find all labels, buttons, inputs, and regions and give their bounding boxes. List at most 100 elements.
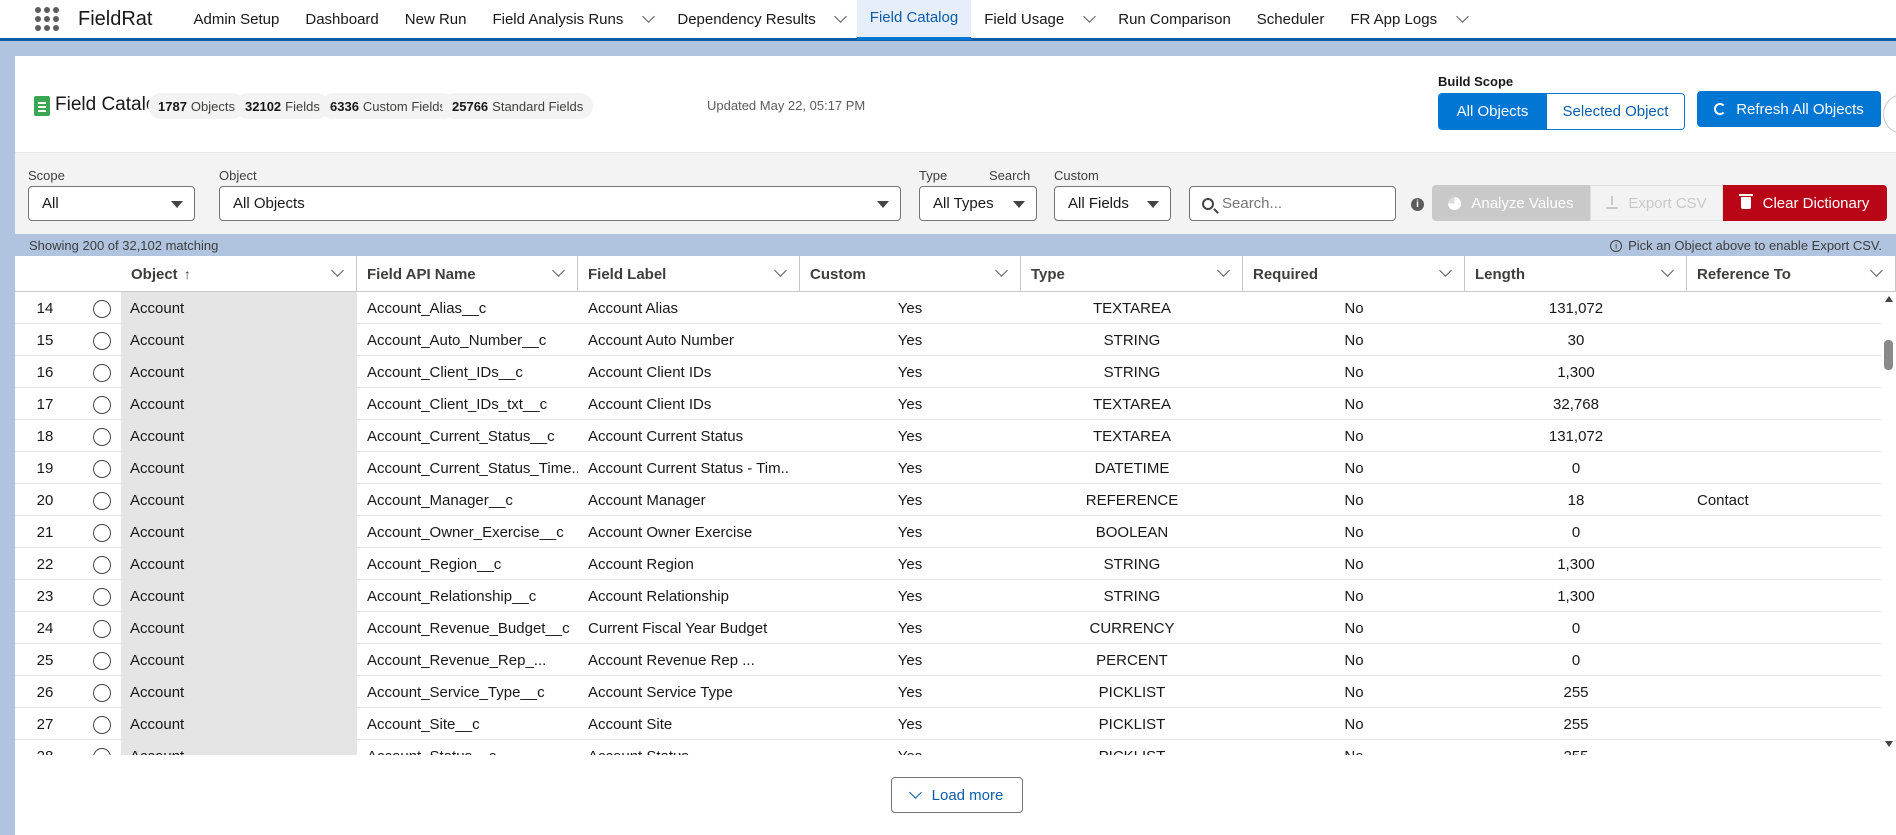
object-select[interactable]: All Objects: [219, 186, 901, 221]
info-icon[interactable]: i: [1411, 198, 1424, 211]
chevron-down-icon[interactable]: [1217, 264, 1230, 277]
cell-obj: Account: [121, 516, 357, 548]
row-select-radio[interactable]: [93, 524, 111, 542]
field-table: Object ↑ Field API Name Field Label Custo…: [15, 256, 1896, 755]
column-header-custom[interactable]: Custom: [800, 256, 1021, 292]
chevron-down-icon[interactable]: [1661, 264, 1674, 277]
chevron-down-icon[interactable]: [331, 264, 344, 277]
row-select-radio[interactable]: [93, 428, 111, 446]
search-input[interactable]: [1222, 195, 1382, 212]
table-row[interactable]: 23 Account Account_Relationship__c Account …: [15, 580, 1881, 612]
column-header-reference-to[interactable]: Reference To: [1687, 256, 1896, 292]
scroll-up-icon[interactable]: [1885, 296, 1893, 302]
cell-req: No: [1344, 395, 1364, 413]
cell-api: Account_Client_IDs__c: [367, 363, 523, 381]
cell-num: 27: [36, 715, 54, 733]
nav-item-field-analysis-runs[interactable]: Field Analysis Runs: [492, 10, 624, 28]
row-select-radio[interactable]: [93, 620, 111, 638]
custom-select[interactable]: All Fields: [1054, 186, 1171, 221]
table-row[interactable]: 26 Account Account_Service_Type__c Account …: [15, 676, 1881, 708]
row-select-radio[interactable]: [93, 588, 111, 606]
app-launcher-icon[interactable]: [35, 7, 59, 31]
cell-len: 32,768: [1553, 395, 1599, 413]
table-row[interactable]: 24 Account Account_Revenue_Budget__c Curren…: [15, 612, 1881, 644]
cell-req: No: [1243, 740, 1465, 756]
panel-toggle-handle[interactable]: [1883, 94, 1896, 134]
column-header-required[interactable]: Required: [1243, 256, 1465, 292]
scope-select[interactable]: All: [28, 186, 195, 221]
table-row[interactable]: 21 Account Account_Owner_Exercise__c Accoun…: [15, 516, 1881, 548]
cell-typ: DATETIME: [1094, 459, 1170, 477]
cell-req: No: [1344, 459, 1364, 477]
analyze-values-button[interactable]: Analyze Values: [1432, 185, 1590, 221]
table-row[interactable]: 20 Account Account_Manager__c Account Manag…: [15, 484, 1881, 516]
nav-item-fr-app-logs[interactable]: FR App Logs: [1350, 10, 1438, 28]
build-scope-toggle: All Objects Selected Object: [1438, 93, 1685, 130]
column-header-field-api-name[interactable]: Field API Name: [357, 256, 578, 292]
nav-item-run-comparison[interactable]: Run Comparison: [1118, 10, 1231, 28]
nav-item-field-usage[interactable]: Field Usage: [984, 10, 1065, 28]
row-select-radio[interactable]: [93, 556, 111, 574]
nav-item-dependency-results[interactable]: Dependency Results: [677, 10, 816, 28]
table-row[interactable]: 16 Account Account_Client_IDs__c Account Cl…: [15, 356, 1881, 388]
row-select-radio[interactable]: [93, 460, 111, 478]
nav-item-dashboard[interactable]: Dashboard: [305, 10, 379, 28]
row-select-radio[interactable]: [93, 652, 111, 670]
row-select-radio[interactable]: [93, 364, 111, 382]
export-csv-button[interactable]: Export CSV: [1590, 185, 1723, 221]
nav-dropdown-chevron-icon[interactable]: [636, 0, 660, 38]
column-header-length[interactable]: Length: [1465, 256, 1687, 292]
table-row[interactable]: 15 Account Account_Auto_Number__c Account A…: [15, 324, 1881, 356]
chevron-down-icon[interactable]: [995, 264, 1008, 277]
nav-item-field-catalog[interactable]: Field Catalog: [856, 0, 972, 40]
nav-item-admin-setup[interactable]: Admin Setup: [193, 10, 280, 28]
table-row[interactable]: 18 Account Account_Current_Status__c Accoun…: [15, 420, 1881, 452]
cell-len: 255: [1465, 740, 1687, 756]
nav-item-new-run[interactable]: New Run: [404, 10, 467, 28]
table-row[interactable]: 22 Account Account_Region__c Account Region…: [15, 548, 1881, 580]
cell-obj: Account: [121, 548, 357, 580]
cell-num: 23: [36, 587, 54, 605]
cell-obj: Account: [121, 676, 357, 708]
table-row[interactable]: 25 Account Account_Revenue_Rep_... Account …: [15, 644, 1881, 676]
table-row[interactable]: 17 Account Account_Client_IDs_txt__c Accoun…: [15, 388, 1881, 420]
scope-all-objects-button[interactable]: All Objects: [1439, 94, 1546, 129]
search-box: [1189, 186, 1396, 221]
row-select-radio[interactable]: [93, 684, 111, 702]
chevron-down-icon[interactable]: [1870, 264, 1883, 277]
nav-item-scheduler[interactable]: Scheduler: [1256, 10, 1325, 28]
scroll-down-icon[interactable]: [1885, 741, 1893, 747]
table-row[interactable]: 27 Account Account_Site__c Account Site Yes P…: [15, 708, 1881, 740]
chevron-down-icon[interactable]: [774, 264, 787, 277]
scope-selected-object-button[interactable]: Selected Object: [1546, 94, 1684, 129]
refresh-all-objects-button[interactable]: Refresh All Objects: [1697, 91, 1881, 127]
table-row[interactable]: 14 Account Account_Alias__c Account Alias Ye…: [15, 292, 1881, 324]
row-select-radio[interactable]: [93, 492, 111, 510]
row-select-radio[interactable]: [93, 300, 111, 318]
nav-dropdown-chevron-icon[interactable]: [829, 0, 853, 38]
export-hint: i Pick an Object above to enable Export …: [1610, 238, 1882, 253]
cell-api: Account_Current_Status_Time...: [367, 459, 578, 477]
row-select-radio[interactable]: [93, 748, 111, 755]
row-select-radio[interactable]: [93, 332, 111, 350]
cell-obj: Account: [121, 612, 357, 644]
load-more-button[interactable]: Load more: [891, 777, 1023, 813]
column-header-field-label[interactable]: Field Label: [578, 256, 800, 292]
cell-typ: PERCENT: [1096, 651, 1168, 669]
row-select-radio[interactable]: [93, 716, 111, 734]
type-select[interactable]: All Types: [919, 186, 1037, 221]
scrollbar-thumb[interactable]: [1884, 340, 1893, 370]
row-select-radio[interactable]: [93, 396, 111, 414]
nav-dropdown-chevron-icon[interactable]: [1450, 0, 1474, 38]
column-header-object[interactable]: Object ↑: [121, 256, 357, 292]
table-row[interactable]: 19 Account Account_Current_Status_Time... A…: [15, 452, 1881, 484]
clear-dictionary-button[interactable]: Clear Dictionary: [1723, 185, 1887, 221]
chevron-down-icon[interactable]: [1439, 264, 1452, 277]
cell-num: 17: [36, 395, 54, 413]
column-header-type[interactable]: Type: [1021, 256, 1243, 292]
chevron-down-icon[interactable]: [552, 264, 565, 277]
table-scrollbar[interactable]: [1881, 292, 1896, 755]
nav-dropdown-chevron-icon[interactable]: [1077, 0, 1101, 38]
cell-lbl: Account Region: [588, 555, 694, 573]
